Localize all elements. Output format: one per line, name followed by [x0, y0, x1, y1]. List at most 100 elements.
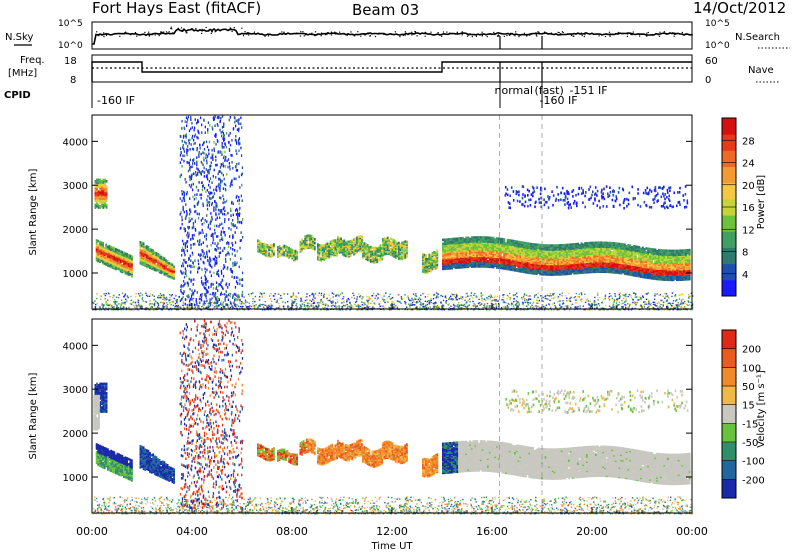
- power-clutter-point: [635, 297, 636, 298]
- power-cell: [309, 237, 311, 240]
- power-noise-point: [201, 197, 202, 200]
- power-clutter-point: [594, 302, 595, 303]
- power-noise-point: [183, 272, 184, 275]
- power-noise-point: [224, 247, 225, 250]
- power-cell: [282, 248, 284, 251]
- power-cell: [118, 249, 120, 252]
- power-noise-point: [180, 213, 181, 216]
- power-clutter-point: [157, 297, 158, 298]
- power-clutter-point: [579, 296, 580, 297]
- power-clutter-point: [509, 293, 510, 294]
- power-noise-point: [190, 259, 191, 262]
- power-clutter-point: [270, 298, 271, 299]
- power-cell: [293, 257, 295, 260]
- power-noise-point: [180, 299, 181, 302]
- noise-search-point: [151, 34, 152, 35]
- power-noise-point: [188, 116, 189, 119]
- power-noise-point: [213, 233, 214, 236]
- power-cell: [340, 248, 342, 251]
- power-cell: [106, 193, 108, 196]
- power-noise-point: [181, 298, 182, 301]
- power-noise-point: [222, 142, 223, 145]
- power-clutter-point: [310, 305, 311, 306]
- power-clutter-point: [300, 298, 301, 299]
- power-noise-point: [189, 278, 190, 281]
- power-clutter-point: [429, 306, 430, 307]
- power-clutter-point: [325, 305, 326, 306]
- power-noise-point: [181, 190, 182, 193]
- power-clutter-point: [531, 305, 532, 306]
- power-cell: [154, 254, 156, 257]
- power-noise-point: [190, 118, 191, 121]
- power-noise-point: [215, 176, 216, 179]
- power-noise-point: [225, 184, 226, 187]
- power-clutter-point: [118, 303, 119, 304]
- power-panel-bg: [92, 115, 692, 309]
- power-cell: [323, 244, 325, 247]
- power-clutter-point: [438, 294, 439, 295]
- power-noise-point: [228, 158, 229, 161]
- power-cell: [265, 244, 267, 247]
- power-clutter-point: [590, 301, 591, 302]
- power-clutter-point: [107, 303, 108, 304]
- power-noise-point: [225, 254, 226, 257]
- power-cell: [107, 246, 109, 249]
- power-noise-point: [183, 160, 184, 163]
- noise-search-point: [526, 35, 527, 36]
- noise-search-point: [470, 33, 471, 34]
- power-cell: [400, 248, 402, 251]
- power-clutter-point: [254, 301, 255, 302]
- power-noise-point: [238, 121, 239, 124]
- power-noise-point: [198, 259, 199, 262]
- power-noise-point: [206, 162, 207, 165]
- power-clutter-point: [524, 293, 525, 294]
- power-clutter-point: [119, 294, 120, 295]
- power-noise-point: [183, 136, 184, 139]
- power-clutter-point: [648, 306, 649, 307]
- power-clutter-point: [361, 298, 362, 299]
- power-cell: [350, 240, 352, 243]
- power-cell: [348, 248, 350, 251]
- power-clutter-point: [619, 294, 620, 295]
- power-cell: [295, 250, 297, 253]
- noise-search-point: [609, 32, 610, 33]
- power-cell: [126, 265, 128, 268]
- power-clutter-point: [675, 300, 676, 301]
- power-clutter-point: [442, 296, 443, 297]
- power-noise-point: [183, 259, 184, 262]
- power-noise-point: [201, 173, 202, 176]
- power-clutter-point: [690, 302, 691, 303]
- power-cell: [304, 238, 306, 241]
- power-noise-point: [242, 272, 243, 275]
- power-clutter-point: [331, 305, 332, 306]
- power-clutter-point: [676, 304, 677, 305]
- power-noise-point: [190, 270, 191, 273]
- power-clutter-point: [552, 303, 553, 304]
- noise-search-point: [234, 27, 235, 28]
- power-clutter-point: [95, 304, 96, 305]
- power-noise-point: [235, 286, 236, 289]
- power-noise-point: [206, 199, 207, 202]
- power-noise-point: [189, 142, 190, 145]
- power-noise-point: [195, 173, 196, 176]
- power-cell: [103, 179, 105, 182]
- power-noise-point: [192, 137, 193, 140]
- power-clutter-point: [149, 303, 150, 304]
- power-noise-point: [199, 144, 200, 147]
- power-cell: [368, 254, 370, 257]
- power-noise-point: [190, 116, 191, 119]
- power-clutter-point: [122, 302, 123, 303]
- power-clutter-point: [655, 302, 656, 303]
- power-noise-point: [202, 164, 203, 167]
- power-clutter-point: [357, 296, 358, 297]
- power-clutter-point: [511, 304, 512, 305]
- power-clutter-point: [516, 304, 517, 305]
- power-clutter-point: [356, 306, 357, 307]
- power-noise-point: [236, 163, 237, 166]
- power-noise-point: [199, 213, 200, 216]
- power-clutter-point: [679, 304, 680, 305]
- power-clutter-point: [545, 298, 546, 299]
- power-cell: [115, 257, 117, 260]
